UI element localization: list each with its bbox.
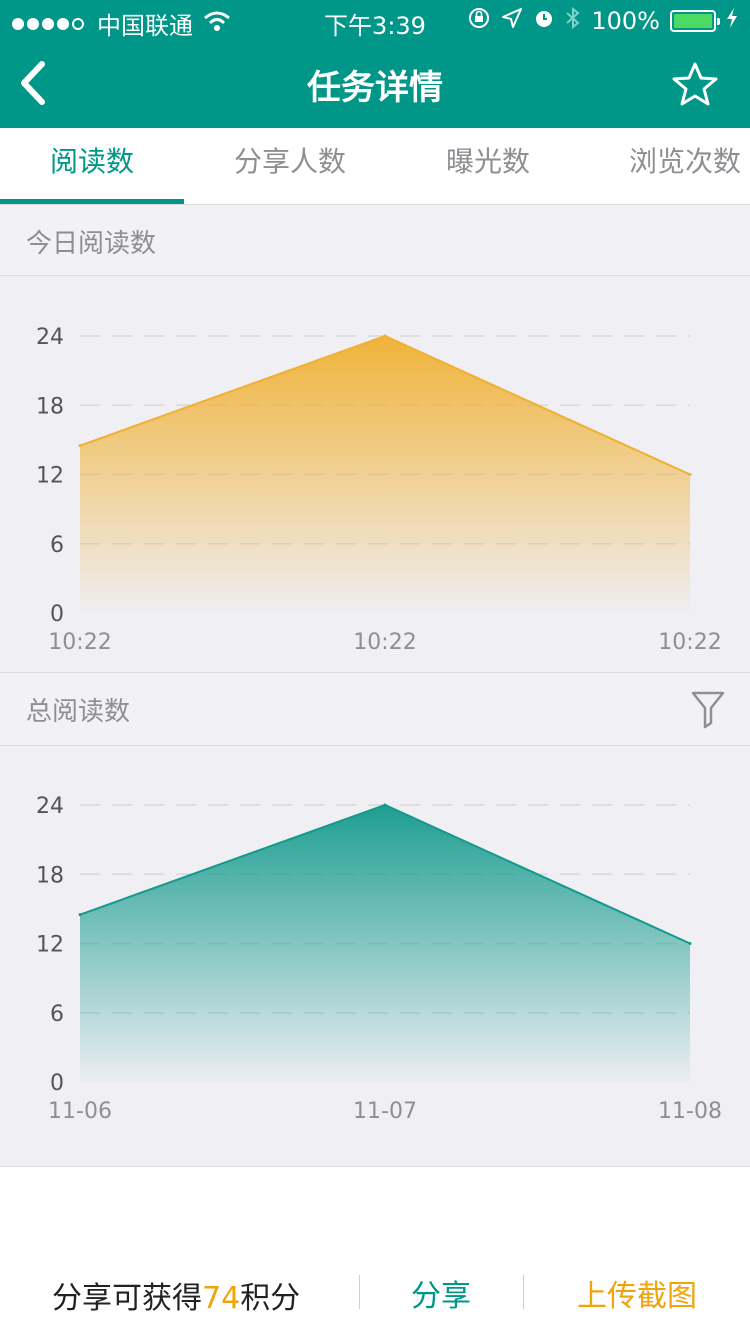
x-tick-label: 11-07	[353, 1099, 417, 1124]
total-chart-area: 0 6 12 18 24 11-06 11-07 11-08	[0, 746, 750, 1142]
reward-suffix: 积分	[240, 1281, 301, 1316]
status-right: 100%	[467, 6, 738, 36]
y-tick-label: 12	[36, 933, 64, 958]
tab-sharers[interactable]: 分享人数	[233, 145, 346, 178]
back-button[interactable]	[14, 58, 54, 108]
favorite-button[interactable]	[670, 60, 720, 110]
tab-views[interactable]: 浏览次数	[628, 145, 741, 178]
x-tick-label: 10:22	[658, 630, 721, 655]
y-tick-label: 24	[36, 794, 64, 819]
wifi-icon	[203, 10, 231, 38]
divider	[359, 1275, 360, 1309]
y-tick-label: 18	[36, 394, 64, 419]
alarm-icon	[533, 7, 555, 35]
data-point	[383, 803, 387, 807]
y-tick-label: 18	[36, 863, 64, 888]
data-point	[383, 334, 387, 338]
x-tick-label: 10:22	[353, 630, 416, 655]
bluetooth-icon	[565, 6, 581, 36]
battery-label: 100%	[591, 7, 660, 35]
y-tick-label: 6	[50, 1002, 64, 1027]
today-section-header: 今日阅读数	[0, 204, 750, 276]
data-point	[78, 444, 82, 448]
active-tab-indicator	[0, 199, 184, 204]
y-tick-label: 6	[50, 533, 64, 558]
y-tick-label: 0	[50, 602, 64, 627]
carrier-label: 中国联通	[97, 12, 193, 40]
rotation-lock-icon	[467, 6, 491, 36]
y-tick-label: 24	[36, 325, 64, 350]
page-title: 任务详情	[307, 68, 443, 108]
y-tick-label: 0	[50, 1071, 64, 1096]
nav-bar: 任务详情	[0, 40, 750, 128]
status-bar: 中国联通 下午3:39 100%	[0, 0, 750, 40]
total-section-header: 总阅读数	[0, 672, 750, 746]
chevron-left-icon	[21, 61, 45, 105]
today-chart-area: 0 6 12 18 24 10:22 10:22 10:22	[0, 277, 750, 672]
series-area	[80, 805, 690, 1082]
reward-points: 74	[202, 1281, 241, 1316]
total-section-label: 总阅读数	[26, 697, 131, 727]
data-point	[78, 913, 82, 917]
y-tick-label: 12	[36, 464, 64, 489]
tab-bar: 阅读数 分享人数 曝光数 浏览次数	[0, 128, 750, 204]
tab-exposure[interactable]: 曝光数	[445, 145, 530, 178]
filter-icon	[691, 691, 725, 729]
upload-screenshot-button[interactable]: 上传截图	[577, 1279, 697, 1314]
status-left: 中国联通	[12, 6, 231, 41]
reward-prefix: 分享可获得	[52, 1281, 202, 1316]
filter-button[interactable]	[690, 689, 726, 729]
signal-icon	[12, 17, 87, 30]
tab-reads[interactable]: 阅读数	[49, 145, 134, 178]
share-button[interactable]: 分享	[411, 1279, 471, 1314]
reward-info: 分享可获得74积分	[52, 1273, 300, 1317]
status-time: 下午3:39	[324, 12, 426, 40]
today-reads-chart: 0 6 12 18 24 10:22 10:22 10:22	[36, 325, 722, 655]
data-point	[688, 473, 692, 476]
battery-icon	[670, 10, 720, 32]
star-icon	[672, 62, 718, 106]
bottom-action-bar: 分享可获得74积分 分享 上传截图	[0, 1166, 750, 1334]
today-section-label: 今日阅读数	[26, 229, 157, 259]
top-bar: 中国联通 下午3:39 100%	[0, 0, 750, 128]
x-tick-label: 11-08	[658, 1099, 722, 1124]
total-reads-chart: 0 6 12 18 24 11-06 11-07 11-08	[36, 794, 722, 1124]
data-point	[688, 942, 692, 945]
series-area	[80, 336, 690, 613]
x-tick-label: 11-06	[48, 1099, 112, 1124]
divider	[523, 1275, 524, 1309]
location-icon	[501, 7, 523, 35]
charging-icon	[726, 7, 738, 35]
x-tick-label: 10:22	[48, 630, 111, 655]
